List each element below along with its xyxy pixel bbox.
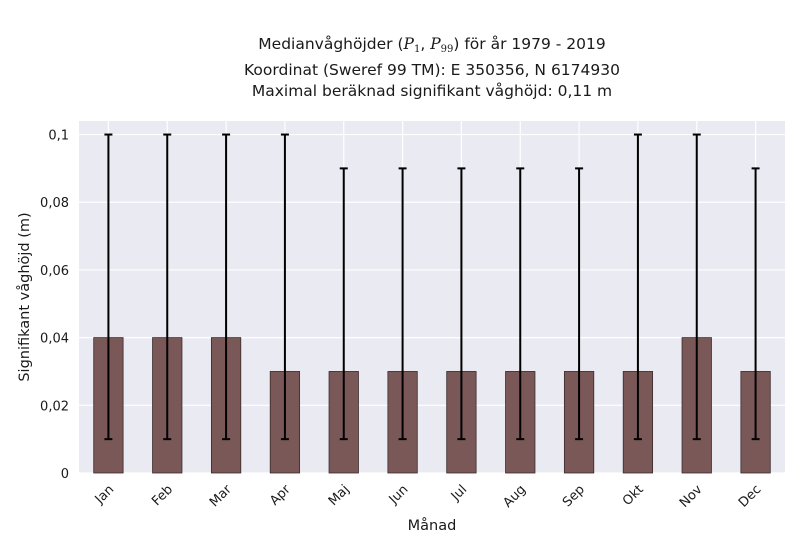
x-tick-label-mar: Mar: [207, 482, 235, 510]
x-tick-label-jul: Jul: [448, 482, 470, 504]
error-bars: [104, 133, 760, 441]
x-tick-label-dec: Dec: [736, 482, 764, 510]
errorbar-jan: [104, 133, 113, 441]
chart-title-line-2: Koordinat (Sweref 99 TM): E 350356, N 61…: [244, 61, 620, 79]
errorbar-feb: [163, 133, 172, 441]
x-tick-label-sep: Sep: [560, 482, 588, 510]
x-tick-label-feb: Feb: [149, 482, 176, 509]
y-tick-label: 0,1: [48, 129, 69, 144]
errorbar-apr: [280, 133, 289, 441]
errorbar-aug: [516, 167, 525, 441]
x-tick-label-jan: Jan: [92, 482, 117, 507]
errorbar-dec: [751, 167, 760, 441]
y-tick-label: 0: [61, 467, 69, 482]
y-axis-label: Signifikant våghöjd (m): [16, 212, 33, 381]
y-tick-label: 0,04: [40, 332, 69, 347]
x-tick-label-okt: Okt: [620, 482, 647, 509]
x-axis-label: Månad: [408, 517, 457, 534]
chart-title-line-1: Medianvåghöjder (P1, P99) för år 1979 - …: [258, 35, 606, 55]
y-tick-labels: 0 0,02 0,04 0,06 0,08 0,1: [40, 129, 69, 482]
p99-symbol: P99: [430, 35, 454, 55]
chart-title-line-3: Maximal beräknad signifikant våghöjd: 0,…: [251, 82, 613, 100]
errorbar-jul: [457, 167, 466, 441]
p1-symbol: P1: [403, 35, 421, 55]
errorbar-mar: [222, 133, 231, 441]
x-tick-label-aug: Aug: [501, 482, 530, 511]
errorbar-nov: [692, 133, 701, 441]
chart-title: Medianvåghöjder (P1, P99) för år 1979 - …: [79, 34, 785, 102]
x-tick-labels: Jan Feb Mar Apr Maj Jun Jul Aug Sep Okt Nov Dec: [92, 482, 765, 511]
x-tick-label-jun: Jun: [386, 482, 412, 508]
errorbar-okt: [633, 133, 642, 441]
x-tick-label-nov: Nov: [677, 482, 706, 511]
plot-area: [79, 121, 785, 473]
y-tick-label: 0,06: [40, 264, 69, 279]
errorbar-jun: [398, 167, 407, 441]
errorbar-sep: [575, 167, 584, 441]
y-tick-label: 0,02: [40, 399, 69, 414]
x-tick-label-apr: Apr: [267, 482, 294, 509]
errorbar-maj: [339, 167, 348, 441]
y-tick-label: 0,08: [40, 196, 69, 211]
x-tick-label-maj: Maj: [326, 482, 353, 509]
